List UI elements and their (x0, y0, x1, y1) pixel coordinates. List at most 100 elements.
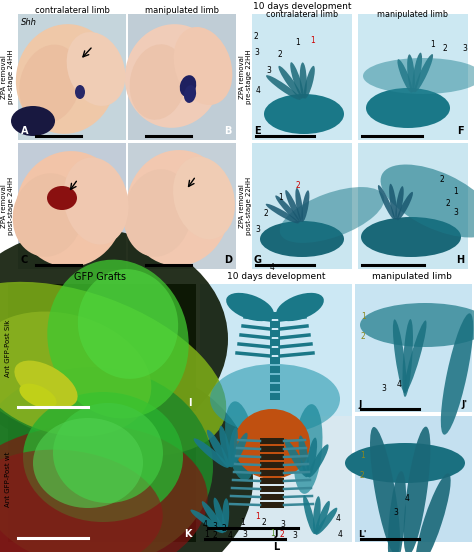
Ellipse shape (228, 427, 238, 467)
Text: 3: 3 (254, 48, 259, 57)
Ellipse shape (0, 282, 226, 456)
Bar (260, 478, 284, 484)
Ellipse shape (234, 409, 310, 479)
Ellipse shape (16, 24, 116, 134)
Ellipse shape (363, 58, 474, 94)
Text: 2: 2 (296, 181, 301, 190)
Bar (128, 14, 236, 140)
Text: 3: 3 (266, 66, 271, 75)
Bar (260, 438, 284, 444)
Ellipse shape (266, 75, 301, 100)
Text: Ant GFP-Post Slk: Ant GFP-Post Slk (5, 319, 11, 376)
Ellipse shape (16, 151, 124, 267)
Ellipse shape (402, 319, 413, 397)
Bar (260, 462, 284, 468)
Text: F: F (457, 126, 464, 136)
Bar (358, 143, 468, 269)
Text: 1: 1 (204, 530, 209, 539)
Ellipse shape (276, 293, 324, 321)
Ellipse shape (64, 157, 128, 245)
Text: J: J (274, 528, 278, 538)
Text: 2: 2 (280, 530, 285, 539)
Ellipse shape (280, 187, 384, 243)
Text: 2: 2 (262, 518, 267, 527)
Ellipse shape (316, 508, 337, 535)
Text: 2: 2 (254, 32, 259, 41)
Ellipse shape (125, 24, 221, 128)
Ellipse shape (23, 392, 183, 522)
Ellipse shape (441, 314, 473, 434)
Text: 2: 2 (361, 332, 366, 341)
Text: 1: 1 (255, 512, 260, 521)
Text: K: K (184, 529, 192, 539)
Text: manipulated limb: manipulated limb (377, 10, 448, 19)
Text: 2: 2 (264, 209, 269, 218)
Bar (270, 330, 280, 337)
Ellipse shape (47, 186, 77, 210)
Ellipse shape (266, 204, 299, 224)
Ellipse shape (226, 293, 274, 321)
Text: D: D (224, 255, 232, 265)
Ellipse shape (360, 303, 474, 347)
Text: I: I (189, 398, 192, 408)
Ellipse shape (307, 438, 317, 477)
Text: L: L (273, 542, 279, 552)
Text: 4: 4 (228, 531, 233, 540)
Ellipse shape (366, 88, 450, 128)
Text: C: C (21, 255, 28, 265)
Ellipse shape (14, 360, 78, 407)
Text: ZPA removal
pre-stage 24HH: ZPA removal pre-stage 24HH (1, 50, 15, 104)
Ellipse shape (180, 75, 196, 97)
Bar (128, 143, 236, 269)
Ellipse shape (370, 427, 400, 552)
Text: L': L' (358, 530, 366, 539)
Text: 4: 4 (270, 263, 275, 272)
Text: 2: 2 (360, 471, 365, 480)
Text: ZPA removal
post-stage 24HH: ZPA removal post-stage 24HH (1, 177, 15, 235)
Bar (18, 143, 126, 269)
Bar (260, 494, 284, 500)
Bar (270, 339, 280, 346)
Bar (260, 470, 284, 476)
Ellipse shape (407, 54, 415, 92)
Bar (270, 366, 280, 373)
Ellipse shape (75, 85, 85, 99)
Ellipse shape (378, 185, 395, 220)
Text: J': J' (462, 400, 468, 409)
Ellipse shape (397, 59, 412, 93)
Bar (270, 321, 280, 328)
Text: 2: 2 (222, 524, 227, 533)
Text: 2: 2 (446, 199, 451, 208)
Text: 3: 3 (462, 44, 467, 53)
Ellipse shape (315, 501, 330, 534)
Ellipse shape (191, 509, 223, 533)
Ellipse shape (309, 444, 328, 477)
Bar (270, 375, 280, 382)
Ellipse shape (207, 430, 229, 467)
Ellipse shape (225, 401, 255, 481)
Text: 1: 1 (361, 312, 366, 321)
Bar (270, 357, 280, 364)
Ellipse shape (193, 438, 228, 468)
Text: 4: 4 (336, 514, 341, 523)
Ellipse shape (303, 495, 316, 534)
Bar (260, 454, 284, 460)
Text: ZPA removal
post-stage 22HH: ZPA removal post-stage 22HH (239, 177, 253, 235)
Bar (252, 14, 352, 140)
Ellipse shape (130, 44, 186, 120)
Text: 1: 1 (453, 187, 458, 196)
Ellipse shape (403, 427, 430, 552)
Text: 1: 1 (360, 451, 365, 460)
Text: contralateral limb: contralateral limb (35, 6, 109, 15)
Text: 3: 3 (255, 225, 260, 234)
Ellipse shape (393, 320, 407, 394)
Ellipse shape (304, 66, 315, 99)
Bar (260, 446, 284, 452)
Text: 2: 2 (278, 50, 283, 59)
Text: 3: 3 (393, 508, 398, 517)
Ellipse shape (299, 436, 310, 477)
Text: 1: 1 (295, 38, 300, 47)
Text: 4: 4 (256, 86, 261, 95)
Text: 1: 1 (270, 529, 275, 538)
Ellipse shape (395, 186, 404, 220)
